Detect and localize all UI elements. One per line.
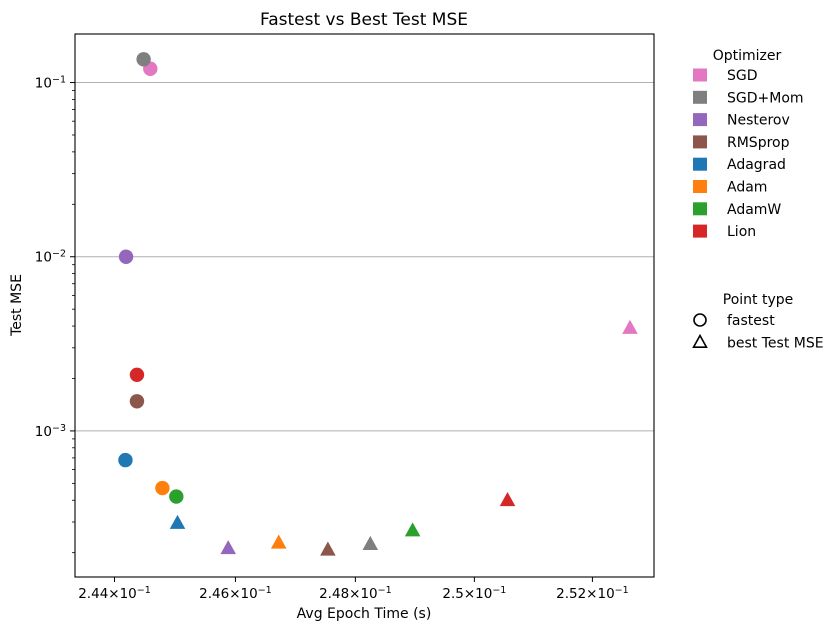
point-fastest-adagrad [118, 452, 133, 468]
legend-title-optimizer: Optimizer [713, 48, 782, 64]
legend: Optimizer SGD SGD+Mom Nesterov RMSprop Adagra… [692, 48, 824, 351]
y-axis-ticks: 10−310−210−1 [35, 74, 75, 554]
legend-swatch-adagrad [693, 157, 707, 171]
y-tick-base: 10 [35, 76, 52, 92]
legend-swatch-nesterov [693, 113, 707, 127]
legend-label-sgd: SGD [727, 68, 758, 84]
point-fastest-adam [155, 480, 170, 496]
x-tick-mantissa: 2.52 [556, 586, 586, 602]
x-tick-base: 10 [475, 586, 492, 602]
x-axis-ticks: 2.44×10−1 2.46×10−1 2.48×10−1 2.5×10−1 2.52×… [78, 577, 629, 603]
x-tick-label: 2.46×10−1 [199, 585, 272, 603]
legend-label-lion: Lion [727, 224, 756, 240]
legend-swatch-adamw [693, 202, 707, 216]
point-best-nesterov [220, 540, 237, 555]
legend-label-circle: fastest [727, 313, 775, 329]
x-tick-label: 2.52×10−1 [556, 585, 629, 603]
x-tick-times: × [229, 586, 240, 602]
legend-marker-triangle [692, 333, 708, 348]
x-tick-mantissa: 2.46 [199, 586, 229, 602]
y-tick-exponent: −2 [52, 248, 66, 259]
grid-lines [75, 82, 654, 432]
y-tick-base: 10 [35, 424, 52, 440]
y-tick-label: 10−1 [35, 74, 66, 92]
point-fastest-sgd-mom [136, 52, 151, 67]
x-tick-base: 10 [360, 586, 377, 602]
x-tick-base: 10 [241, 586, 258, 602]
y-axis-label: Test MSE [9, 274, 25, 337]
legend-label-triangle: best Test MSE [727, 335, 824, 351]
x-tick-times: × [464, 586, 475, 602]
y-tick-base: 10 [35, 250, 52, 266]
legend-marker-circle [693, 313, 707, 327]
point-best-lion [499, 492, 516, 507]
legend-swatch-sgd [693, 68, 707, 82]
x-tick-base: 10 [120, 586, 137, 602]
x-tick-label: 2.48×10−1 [319, 585, 392, 603]
legend-swatch-adam [693, 180, 707, 193]
legend-label-adam: Adam [727, 180, 767, 196]
x-tick-base: 10 [597, 586, 614, 602]
x-tick-mantissa: 2.5 [442, 586, 463, 602]
plot-frame [74, 33, 655, 578]
legend-label-nesterov: Nesterov [727, 113, 790, 129]
x-tick-times: × [349, 586, 360, 602]
x-tick-label: 2.44×10−1 [78, 585, 151, 603]
data-points [118, 52, 638, 556]
legend-label-adamw: AdamW [727, 202, 781, 218]
legend-label-sgd-mom: SGD+Mom [727, 90, 804, 106]
x-tick-times: × [586, 586, 597, 602]
x-tick-exponent: −1 [258, 585, 272, 596]
legend-label-adagrad: Adagrad [727, 157, 786, 173]
legend-title-point-type: Point type [723, 292, 794, 308]
point-best-sgd-mom [362, 535, 379, 551]
y-tick-label: 10−3 [35, 422, 66, 440]
x-tick-mantissa: 2.44 [78, 586, 108, 602]
y-tick-label: 10−2 [35, 248, 66, 266]
x-tick-exponent: −1 [378, 585, 392, 596]
point-best-adagrad [169, 514, 186, 529]
point-fastest-rmsprop [129, 394, 145, 409]
x-tick-exponent: −1 [492, 585, 506, 596]
legend-label-rmsprop: RMSprop [727, 135, 790, 151]
chart-title: Fastest vs Best Test MSE [260, 10, 468, 30]
y-tick-exponent: −1 [52, 74, 66, 85]
x-tick-exponent: −1 [615, 585, 629, 596]
point-fastest-lion [129, 367, 145, 382]
point-fastest-nesterov [118, 249, 134, 264]
legend-swatch-lion [693, 224, 707, 238]
x-axis-label: Avg Epoch Time (s) [297, 606, 432, 622]
point-best-sgd [622, 319, 638, 334]
x-tick-exponent: −1 [137, 585, 151, 596]
x-tick-mantissa: 2.48 [319, 586, 349, 602]
legend-swatch-rmsprop [693, 135, 707, 149]
point-fastest-adamw [169, 489, 184, 504]
x-tick-times: × [108, 586, 119, 602]
x-tick-label: 2.5×10−1 [442, 585, 506, 603]
point-best-rmsprop [320, 541, 336, 556]
point-best-adamw [404, 522, 421, 537]
legend-swatch-sgd-mom [693, 90, 707, 104]
point-best-adam [270, 534, 287, 549]
y-tick-exponent: −3 [52, 422, 66, 433]
